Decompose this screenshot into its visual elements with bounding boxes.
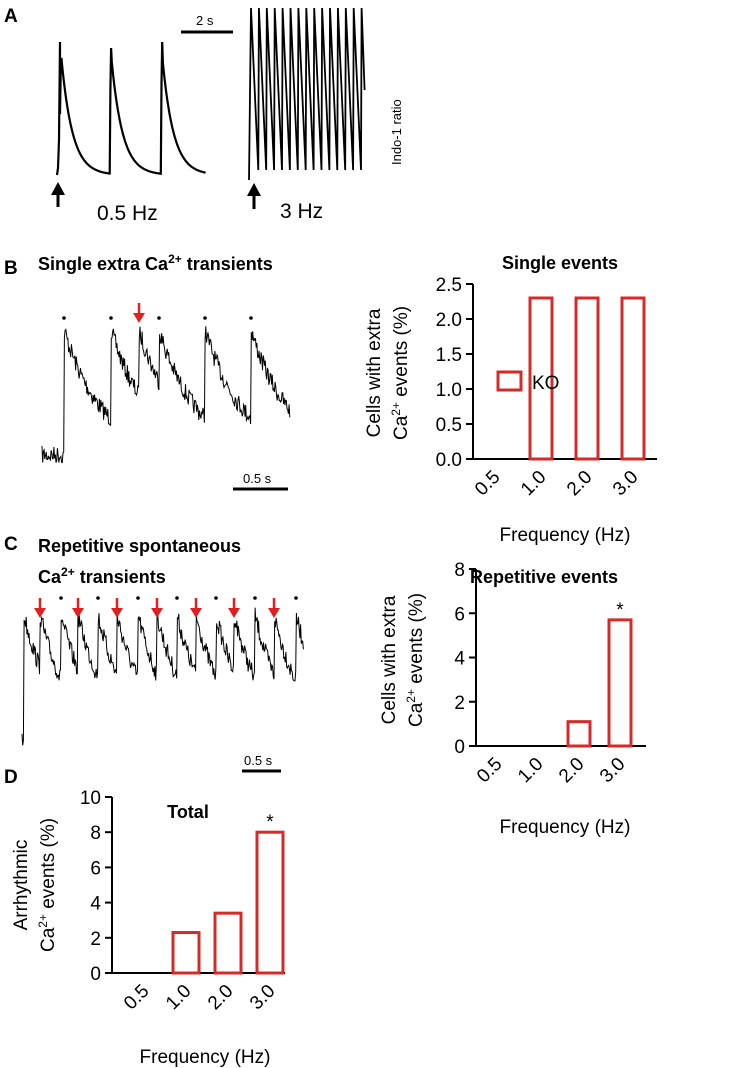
y-tick-label-single: 2.5 (436, 275, 462, 296)
y-tick-label-repetitive: 0 (454, 737, 465, 758)
bar-single-3.0 (620, 296, 646, 461)
panel-a-label: A (4, 6, 18, 27)
bar-repetitive-3.0 (607, 618, 633, 748)
y-tick-label-total: 8 (90, 823, 101, 844)
panel-d-label: D (4, 767, 18, 788)
y-tick-label-total: 6 (90, 858, 101, 879)
panel-c-label: C (4, 534, 18, 555)
x-tick-label-repetitive: 3.0 (596, 754, 630, 788)
extra-event-arrow-single (133, 303, 145, 323)
stimulus-dot (214, 596, 218, 600)
y-tick-label-total: 4 (90, 894, 101, 915)
y-tick-label-total: 10 (80, 788, 101, 809)
indo1-ratio-label: Indo-1 ratio (389, 99, 404, 165)
scale-bar-0.5s-b-label: 0.5 s (243, 471, 272, 486)
repetitive-transient-trace (21, 606, 304, 746)
x-tick-label-total: 3.0 (246, 981, 280, 1015)
spontaneous-event-arrow (72, 598, 84, 618)
scale-bar-2s-label: 2 s (196, 13, 214, 28)
stimulus-arrow-3hz (247, 183, 261, 209)
spontaneous-event-arrow (151, 598, 163, 618)
y-axis-label-line1-total: Arrhythmic (11, 840, 32, 931)
y-tick-label-repetitive: 8 (454, 560, 465, 581)
y-tick-label-single: 2.0 (436, 310, 462, 331)
legend-swatch-ko (496, 370, 523, 392)
y-tick-label-single: 1.5 (436, 345, 462, 366)
y-axis-label-line2-repetitive: Ca2+ events (%) (404, 593, 427, 727)
y-tick-label-single: 0.0 (436, 450, 462, 471)
y-axis-label-line1-single: Cells with extra (364, 308, 385, 437)
stimulus-arrow-0.5hz (51, 182, 65, 207)
bar-total-1.0 (171, 931, 201, 975)
y-axis-label-line2-single: Ca2+ events (%) (389, 306, 412, 440)
stimulus-dot (249, 316, 253, 320)
x-tick-label-total: 0.5 (120, 981, 154, 1015)
x-tick-label-repetitive: 2.0 (555, 754, 589, 788)
total-events-chart: Total 0 2 4 6 8 10 0.5 1.0 2.0 * 3.0 ArrhythmicCa2+ … (11, 788, 285, 1068)
x-tick-label-single: 1.0 (517, 467, 551, 501)
stimulus-dot (59, 596, 63, 600)
spontaneous-event-arrows (34, 598, 280, 618)
stimulus-dot (136, 596, 140, 600)
calcium-trace-3hz (248, 7, 366, 181)
spontaneous-event-arrow (268, 598, 280, 618)
calcium-trace-0.5hz (55, 41, 206, 176)
x-tick-label-single: 2.0 (563, 467, 597, 501)
bar-single-2.0 (574, 296, 600, 461)
spontaneous-event-arrow (190, 598, 202, 618)
stimulus-dot (96, 596, 100, 600)
y-tick-label-single: 0.5 (436, 415, 462, 436)
stimulus-dot (253, 596, 257, 600)
bar-single-1.0 (528, 296, 554, 461)
stimulus-dot (109, 316, 113, 320)
y-axis-label-line1-repetitive: Cells with extra (379, 595, 400, 724)
x-tick-label-total: 1.0 (162, 981, 196, 1015)
y-tick-label-repetitive: 4 (454, 649, 465, 670)
bar-total-3.0 (255, 830, 285, 975)
spontaneous-event-arrow (34, 598, 46, 618)
chart-title-repetitive: Repetitive events (470, 567, 618, 587)
panel-b-label: B (4, 258, 18, 279)
x-tick-label-total: 2.0 (204, 981, 238, 1015)
y-tick-label-total: 0 (90, 964, 101, 985)
y-tick-label-repetitive: 2 (454, 693, 465, 714)
significance-marker-total: * (266, 812, 274, 833)
x-tick-label-single: 0.5 (471, 467, 505, 501)
single-trace-title: Single extra Ca2+ transients (38, 252, 273, 274)
rate-label-3hz: 3 Hz (280, 200, 323, 223)
scale-bar-0.5s-c-label: 0.5 s (244, 753, 273, 768)
x-axis-label-repetitive: Frequency (Hz) (500, 817, 631, 838)
repetitive-trace-title-line2: Ca2+ transients (38, 565, 166, 587)
repetitive-trace-title-line1: Repetitive spontaneous (38, 536, 241, 556)
x-axis-label-single: Frequency (Hz) (500, 525, 631, 546)
legend-label-ko: KO (532, 373, 559, 394)
single-extra-transient-trace (41, 326, 291, 463)
x-tick-label-single: 3.0 (609, 467, 643, 501)
stimulus-dot (203, 316, 207, 320)
y-axis-label-line2-total: Ca2+ events (%) (36, 818, 59, 952)
bar-total-2.0 (213, 911, 243, 975)
chart-title-single: Single events (502, 253, 618, 273)
bar-repetitive-2.0 (566, 720, 592, 748)
stimulus-dot (294, 596, 298, 600)
x-axis-label-total: Frequency (Hz) (140, 1047, 271, 1068)
repetitive-events-chart: Repetitive events 0 2 4 6 8 0.5 1.0 2.0 * 3.0 Cells… (379, 560, 646, 838)
spontaneous-event-arrow (111, 598, 123, 618)
y-tick-label-single: 1.0 (436, 380, 462, 401)
spontaneous-event-arrow (228, 598, 240, 618)
stimulus-dots-repetitive (59, 596, 298, 600)
x-tick-label-repetitive: 0.5 (473, 754, 507, 788)
stimulus-dot (157, 316, 161, 320)
stimulus-dot (62, 316, 66, 320)
x-tick-label-repetitive: 1.0 (514, 754, 548, 788)
y-tick-label-total: 2 (90, 929, 101, 950)
stimulus-dots-single (62, 316, 253, 320)
significance-marker-repetitive: * (616, 600, 624, 621)
y-tick-label-repetitive: 6 (454, 604, 465, 625)
stimulus-dot (175, 596, 179, 600)
chart-title-total: Total (167, 802, 209, 822)
rate-label-0.5hz: 0.5 Hz (97, 202, 158, 225)
single-events-chart: Single events 0.0 0.5 1.0 1.5 2.0 2.5 0.5 1.0 2.0… (364, 253, 657, 546)
